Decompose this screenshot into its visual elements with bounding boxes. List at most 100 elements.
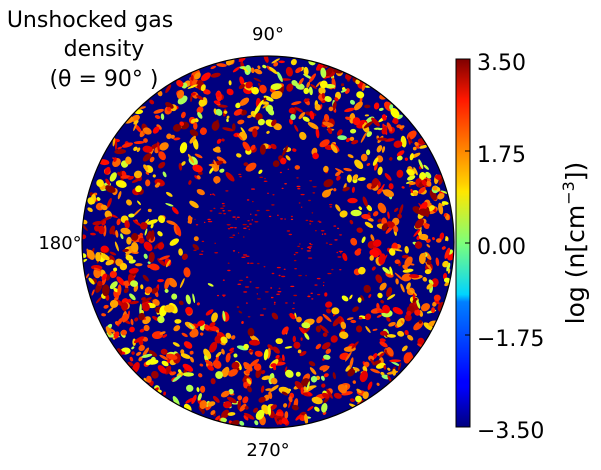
density-clump: [295, 67, 302, 74]
density-filament: [214, 242, 216, 244]
density-clump: [109, 270, 117, 279]
density-clump: [186, 384, 194, 392]
density-clump: [408, 137, 413, 144]
density-clump: [427, 178, 432, 182]
density-clump: [133, 170, 143, 179]
density-filament: [247, 316, 251, 318]
density-clump: [265, 388, 273, 391]
density-filament: [254, 221, 259, 223]
density-clump: [372, 157, 379, 166]
density-clump: [113, 287, 119, 293]
density-filament: [339, 234, 343, 236]
density-clump: [406, 282, 411, 290]
density-clump: [380, 330, 388, 336]
density-clump: [114, 241, 119, 252]
density-filament: [290, 215, 293, 218]
density-clump: [257, 118, 265, 126]
density-filament: [308, 199, 311, 202]
density-filament: [305, 274, 307, 277]
density-clump: [284, 411, 289, 420]
density-clump: [418, 186, 426, 194]
density-clump: [173, 124, 182, 132]
density-clump: [197, 320, 205, 327]
density-clump: [101, 220, 107, 226]
density-clump: [321, 392, 330, 399]
density-clump: [357, 266, 366, 275]
density-clump: [257, 65, 261, 70]
density-clump: [343, 167, 352, 172]
density-clump: [181, 161, 186, 166]
density-clump: [321, 402, 328, 413]
density-clump: [101, 273, 108, 281]
density-clump: [308, 361, 316, 367]
density-filament: [295, 252, 299, 254]
density-filament: [279, 171, 282, 174]
density-clump: [389, 157, 393, 161]
density-clump: [133, 120, 139, 125]
density-clump: [226, 118, 229, 123]
density-clump: [431, 307, 436, 314]
density-clump: [401, 186, 405, 189]
density-filament: [308, 246, 313, 248]
angle-tick-270: 270°: [246, 440, 289, 461]
density-filament: [293, 259, 297, 262]
density-clump: [281, 391, 289, 396]
density-clump: [179, 142, 188, 154]
density-clump: [207, 365, 214, 371]
density-clump: [380, 371, 385, 376]
density-clump: [253, 407, 259, 413]
density-clump: [307, 385, 317, 389]
density-clump: [207, 401, 216, 407]
density-clump: [148, 251, 155, 263]
density-clump: [150, 223, 154, 229]
density-clump: [366, 163, 371, 166]
density-clump: [356, 388, 362, 394]
density-clump: [394, 272, 404, 281]
density-filament: [312, 192, 316, 194]
density-clump: [207, 283, 214, 287]
density-clump: [363, 121, 374, 129]
density-clump: [253, 77, 262, 82]
density-clump: [190, 92, 196, 96]
density-clump: [247, 327, 255, 337]
density-clump: [246, 385, 252, 393]
density-clump: [159, 354, 169, 361]
density-clump: [263, 95, 274, 102]
density-clump: [372, 360, 381, 366]
density-clump: [281, 326, 289, 335]
density-filament: [329, 243, 333, 246]
density-clump: [96, 197, 101, 201]
density-clump: [294, 124, 299, 132]
density-clump: [279, 411, 284, 417]
density-clump: [354, 249, 361, 256]
density-clump: [222, 127, 234, 132]
density-clump: [414, 141, 419, 146]
density-clump: [276, 338, 283, 344]
density-clump: [249, 358, 260, 368]
density-clump: [325, 188, 334, 193]
density-clump: [247, 114, 253, 119]
density-filament: [314, 284, 318, 286]
density-clump: [271, 119, 277, 127]
density-clump: [196, 175, 201, 180]
density-clump: [303, 66, 309, 76]
density-clump: [379, 341, 388, 348]
density-filament: [213, 207, 216, 210]
density-clump: [185, 294, 191, 305]
density-clump: [226, 88, 234, 96]
density-clump: [419, 144, 428, 149]
density-clump: [216, 138, 222, 144]
density-clump: [203, 348, 212, 360]
density-clump: [109, 281, 118, 290]
density-filament: [194, 218, 196, 221]
density-clump: [172, 375, 182, 382]
density-filament: [264, 177, 266, 180]
density-clump: [300, 387, 304, 395]
density-clump: [134, 317, 139, 322]
density-filament: [204, 221, 206, 224]
density-filament: [273, 303, 276, 305]
density-filament: [271, 296, 273, 299]
density-clump: [341, 83, 345, 87]
density-filament: [235, 218, 237, 220]
density-clump: [113, 331, 120, 339]
